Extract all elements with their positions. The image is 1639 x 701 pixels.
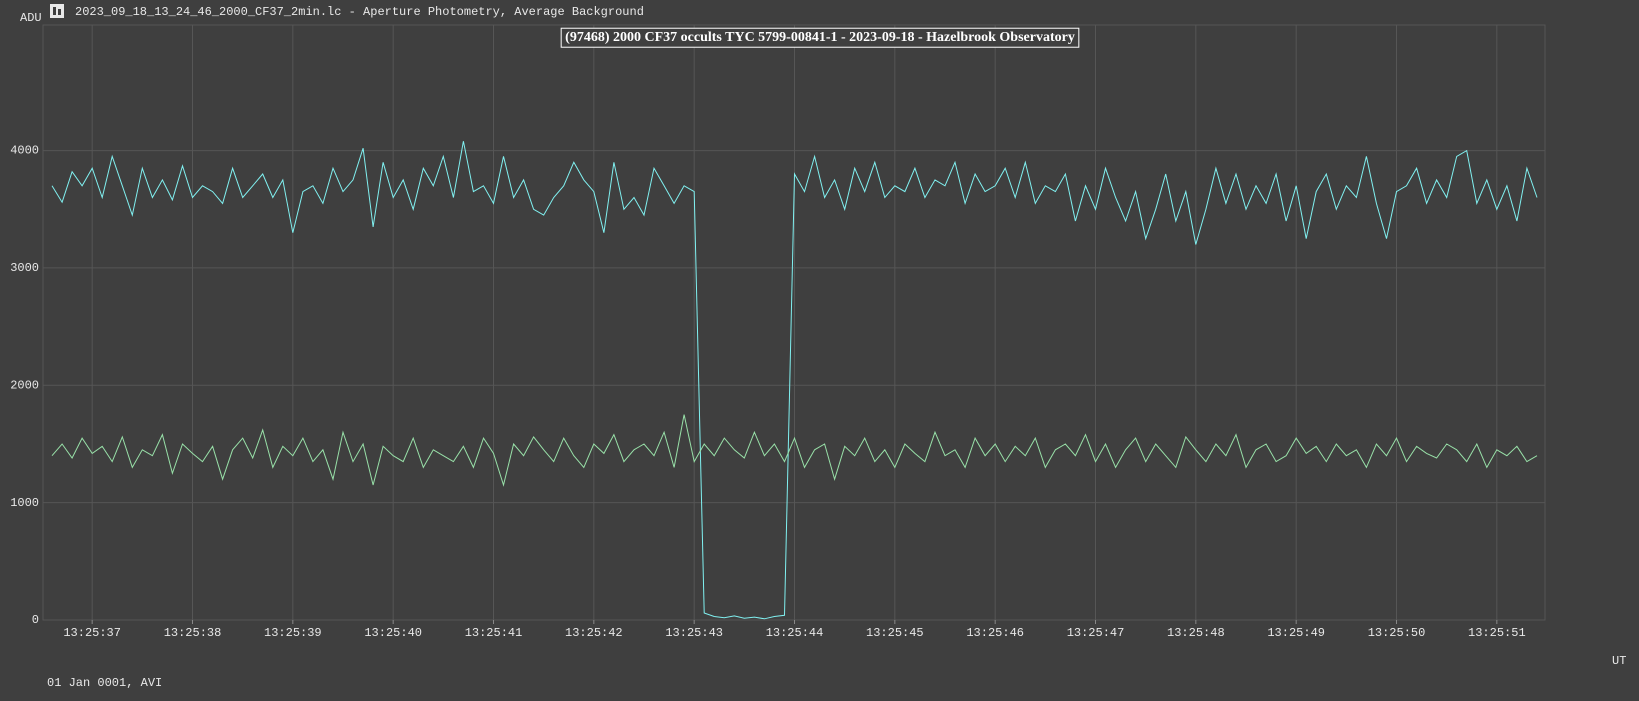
plot-area bbox=[42, 24, 1546, 621]
y-tick-label: 4000 bbox=[10, 144, 39, 158]
x-tick-label: 13:25:40 bbox=[364, 626, 422, 640]
x-axis-label: UT bbox=[1612, 654, 1626, 668]
x-tick-label: 13:25:46 bbox=[966, 626, 1024, 640]
x-tick-label: 13:25:48 bbox=[1167, 626, 1225, 640]
x-tick-label: 13:25:43 bbox=[665, 626, 723, 640]
x-tick-label: 13:25:44 bbox=[766, 626, 824, 640]
y-tick-label: 1000 bbox=[10, 496, 39, 510]
x-tick-label: 13:25:37 bbox=[63, 626, 121, 640]
chart-title: (97468) 2000 CF37 occults TYC 5799-00841… bbox=[565, 30, 1075, 45]
data-line bbox=[51, 414, 1538, 487]
x-tick-label: 13:25:51 bbox=[1468, 626, 1526, 640]
app-icon-detail bbox=[53, 7, 56, 15]
y-tick-label: 2000 bbox=[10, 378, 39, 392]
x-tick-label: 13:25:47 bbox=[1067, 626, 1125, 640]
y-tick-label: 3000 bbox=[10, 261, 39, 275]
data-line bbox=[51, 141, 1538, 620]
title-box bbox=[560, 27, 1080, 48]
x-tick-label: 13:25:50 bbox=[1368, 626, 1426, 640]
y-tick-label: 0 bbox=[32, 613, 39, 627]
x-tick-label: 13:25:38 bbox=[164, 626, 222, 640]
x-tick-label: 13:25:45 bbox=[866, 626, 924, 640]
x-tick-label: 13:25:41 bbox=[465, 626, 523, 640]
x-tick-label: 13:25:42 bbox=[565, 626, 623, 640]
x-tick-label: 13:25:39 bbox=[264, 626, 322, 640]
app-icon-detail bbox=[58, 9, 61, 15]
footer: 01 Jan 0001, AVI bbox=[47, 676, 162, 690]
app-icon bbox=[50, 4, 64, 18]
x-tick-label: 13:25:49 bbox=[1267, 626, 1325, 640]
window-title: 2023_09_18_13_24_46_2000_CF37_2min.lc - … bbox=[75, 5, 644, 19]
y-axis-label: ADU bbox=[20, 11, 42, 25]
